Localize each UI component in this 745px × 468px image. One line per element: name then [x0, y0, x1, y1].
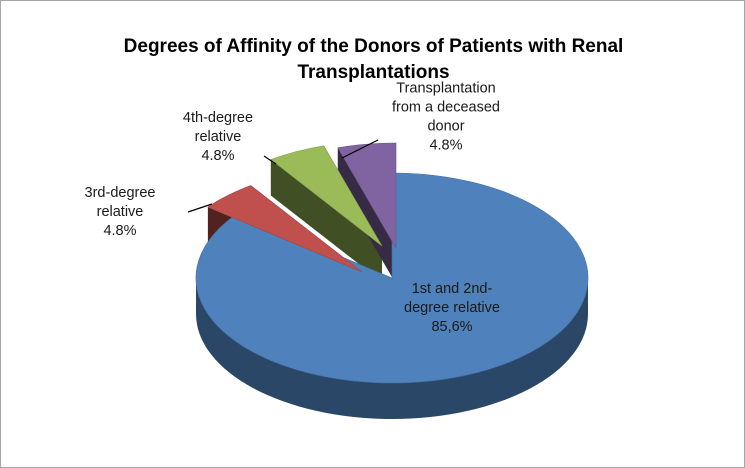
pie-slice-cut: [337, 147, 396, 284]
pie-slice: [195, 172, 589, 384]
slice-label: Transplantation from a deceased donor 4.8%: [392, 81, 500, 154]
pie-slice: [207, 185, 363, 273]
pie-slice: [337, 142, 397, 250]
leader-line: [341, 139, 379, 159]
leader-line: [263, 155, 277, 165]
slice-label: 1st and 2nd-degree relative 85,6%: [404, 281, 500, 335]
slice-label: 3rd-degree relative 4.8%: [85, 185, 156, 239]
leader-line: [187, 203, 213, 213]
chart-title: Degrees of Affinity of the Donors of Pat…: [123, 36, 624, 83]
pie-slice-cut: [270, 159, 382, 282]
pie-slice: [270, 145, 383, 247]
slice-label: 4th-degree relative 4.8%: [183, 110, 253, 164]
pie-slice-side: [196, 278, 588, 419]
